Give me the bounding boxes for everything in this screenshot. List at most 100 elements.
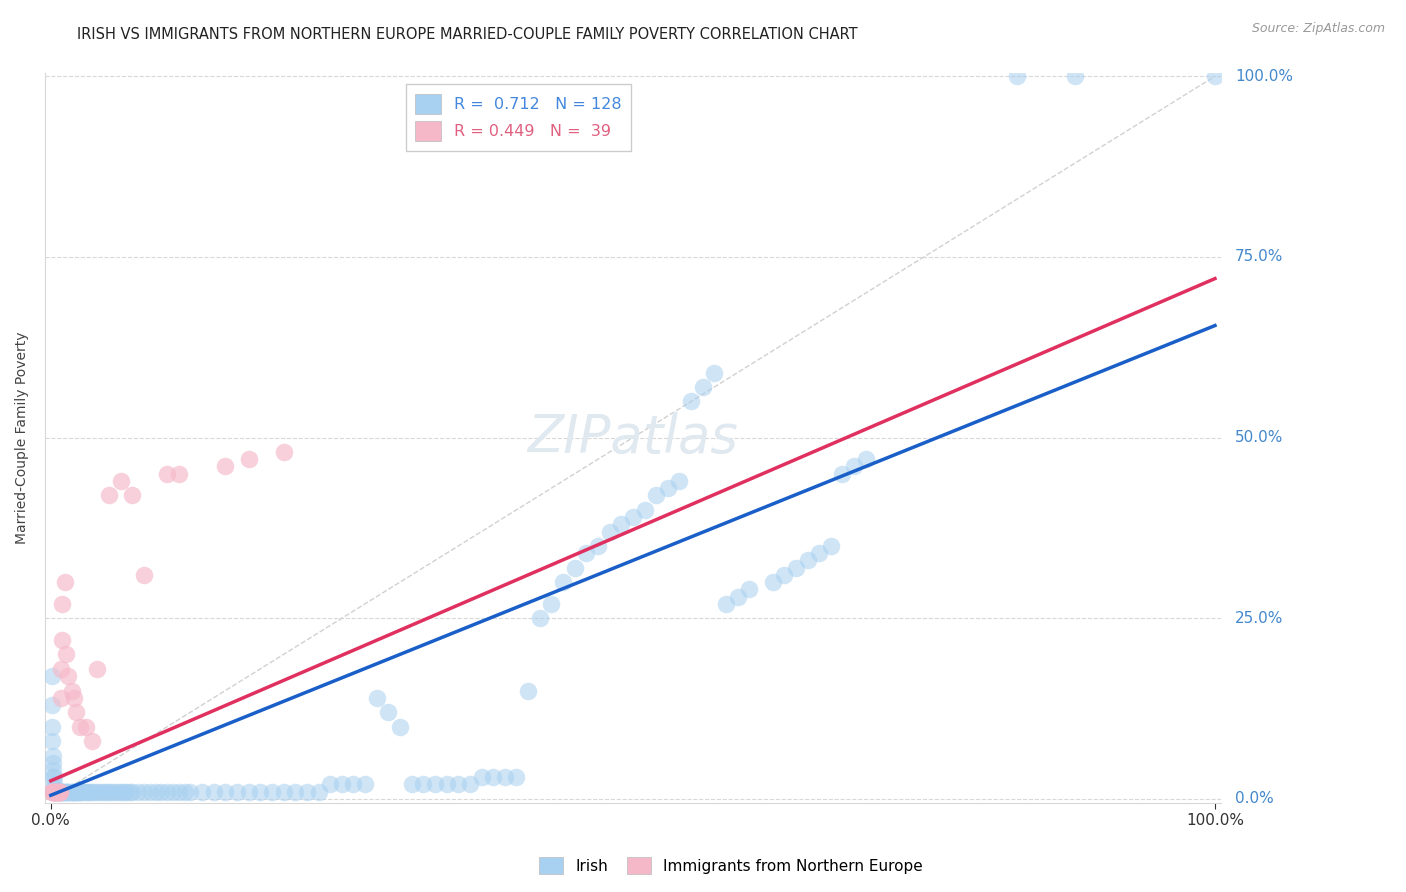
Point: [1005, 69, 1028, 83]
Point: [51, 597, 73, 611]
Point: [621, 510, 644, 524]
Point: [470, 770, 492, 784]
Point: [295, 785, 318, 799]
Point: [56, 785, 79, 799]
Point: [494, 770, 516, 784]
Point: [179, 785, 201, 799]
Point: [58, 785, 80, 799]
Text: 0.0%: 0.0%: [1234, 791, 1274, 806]
Point: [51, 662, 73, 676]
Point: [633, 503, 655, 517]
Point: [44, 785, 66, 799]
Y-axis label: Married-Couple Family Poverty: Married-Couple Family Poverty: [15, 331, 30, 544]
Point: [308, 785, 330, 799]
Point: [145, 785, 167, 799]
Point: [610, 517, 633, 532]
Point: [42, 763, 65, 777]
Point: [63, 785, 86, 799]
Point: [44, 785, 66, 799]
Point: [110, 474, 132, 488]
Point: [482, 770, 505, 784]
Point: [46, 785, 69, 799]
Point: [273, 785, 295, 799]
Point: [75, 720, 97, 734]
Point: [63, 690, 86, 705]
Point: [44, 777, 66, 791]
Point: [692, 380, 714, 394]
Point: [49, 785, 72, 799]
Point: [69, 720, 91, 734]
Point: [808, 546, 831, 560]
Point: [48, 785, 70, 799]
Text: 25.0%: 25.0%: [1234, 611, 1284, 626]
Point: [60, 683, 83, 698]
Point: [202, 785, 225, 799]
Point: [354, 777, 377, 791]
Point: [238, 785, 260, 799]
Point: [60, 785, 83, 799]
Point: [91, 785, 114, 799]
Point: [45, 785, 67, 799]
Point: [80, 785, 103, 799]
Point: [46, 785, 69, 799]
Point: [191, 785, 214, 799]
Point: [727, 590, 749, 604]
Point: [53, 575, 76, 590]
Point: [447, 777, 470, 791]
Point: [52, 785, 75, 799]
Point: [48, 785, 70, 799]
Point: [150, 785, 173, 799]
Point: [69, 785, 91, 799]
Point: [517, 683, 540, 698]
Point: [80, 734, 103, 748]
Point: [575, 546, 598, 560]
Point: [167, 467, 190, 481]
Point: [70, 785, 93, 799]
Point: [112, 785, 135, 799]
Point: [72, 785, 94, 799]
Point: [44, 785, 66, 799]
Point: [564, 560, 586, 574]
Point: [44, 780, 66, 795]
Point: [540, 597, 562, 611]
Point: [77, 785, 100, 799]
Point: [586, 539, 609, 553]
Text: ZIPatlas: ZIPatlas: [527, 411, 738, 464]
Point: [51, 632, 73, 647]
Point: [214, 459, 236, 474]
Point: [389, 720, 412, 734]
Point: [436, 777, 458, 791]
Point: [226, 785, 249, 799]
Text: 50.0%: 50.0%: [1234, 430, 1284, 445]
Point: [681, 394, 703, 409]
Point: [48, 785, 70, 799]
Point: [46, 785, 69, 799]
Point: [273, 445, 295, 459]
Point: [505, 770, 527, 784]
Point: [67, 785, 90, 799]
Point: [342, 777, 364, 791]
Point: [42, 748, 65, 763]
Point: [65, 785, 87, 799]
Point: [51, 785, 73, 799]
Point: [75, 785, 97, 799]
Point: [551, 575, 574, 590]
Point: [44, 785, 66, 799]
Point: [44, 785, 66, 799]
Point: [41, 698, 63, 712]
Point: [42, 770, 65, 784]
Point: [284, 785, 307, 799]
Point: [121, 785, 143, 799]
Point: [855, 452, 877, 467]
Text: Source: ZipAtlas.com: Source: ZipAtlas.com: [1251, 22, 1385, 36]
Point: [55, 785, 77, 799]
Point: [65, 785, 87, 799]
Point: [377, 705, 399, 719]
Point: [89, 785, 111, 799]
Point: [761, 575, 783, 590]
Point: [62, 785, 84, 799]
Point: [249, 785, 271, 799]
Point: [401, 777, 423, 791]
Point: [49, 785, 72, 799]
Point: [156, 467, 179, 481]
